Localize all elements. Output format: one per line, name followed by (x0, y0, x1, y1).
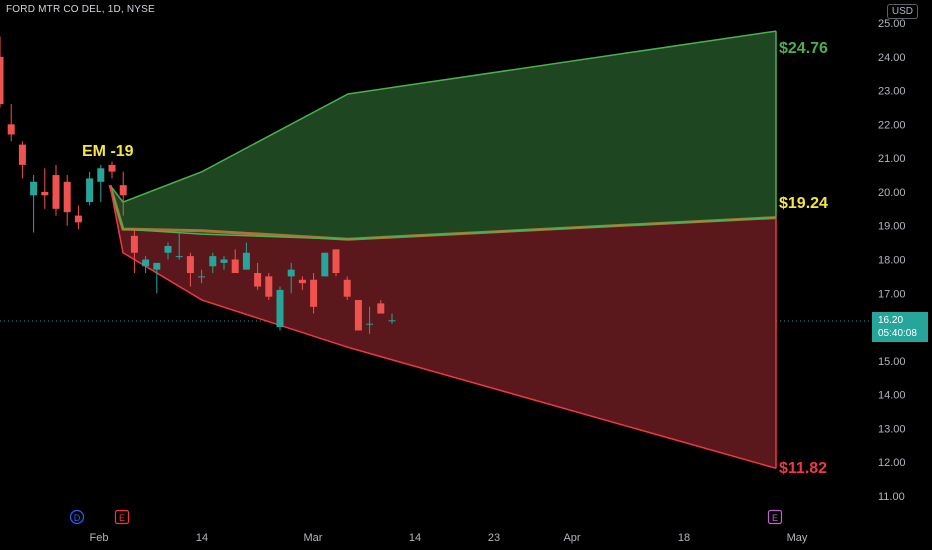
y-tick-label: 14.00 (878, 390, 906, 402)
candle-body (130, 235, 138, 253)
candle-body (366, 323, 374, 325)
last-price-badge: 16.20 05:40:08 (872, 312, 928, 342)
candle-body (321, 252, 329, 277)
candle-body (142, 259, 150, 267)
x-tick-label: Feb (90, 532, 109, 544)
y-tick-label: 20.00 (878, 187, 906, 199)
candle-body (175, 256, 183, 258)
y-tick-label: 19.00 (878, 221, 906, 233)
event-marker-label: D (74, 513, 81, 523)
upper-target-label: $24.76 (779, 40, 828, 58)
candle-body (377, 303, 385, 314)
y-tick-label: 13.00 (878, 423, 906, 435)
candle-body (186, 256, 194, 274)
candle-body (388, 320, 396, 322)
currency-button[interactable]: USD (886, 4, 918, 19)
candle-body (198, 276, 206, 278)
x-tick-label: Mar (304, 532, 323, 544)
candle-body (108, 164, 116, 172)
y-tick-label: 25.00 (878, 18, 906, 30)
candle-body (343, 279, 351, 297)
candle-body (86, 178, 94, 203)
candle-body (63, 181, 71, 213)
event-marker-dividend: D (69, 509, 85, 525)
candle-body (153, 262, 161, 270)
upper-target-text: $24.76 (779, 40, 828, 57)
y-tick-label: 21.00 (878, 153, 906, 165)
candle-body (119, 185, 127, 196)
candle-body (287, 269, 295, 277)
y-tick-label: 22.00 (878, 119, 906, 131)
event-marker-label: E (119, 513, 125, 523)
lower-target-label: $11.82 (779, 460, 827, 478)
candles (0, 36, 396, 334)
y-tick-label: 12.00 (878, 457, 906, 469)
candle-body (310, 279, 318, 307)
event-marker-label: E (772, 513, 778, 523)
y-tick-label: 11.00 (878, 491, 905, 503)
red-lower-line (109, 185, 777, 470)
candle-body (231, 259, 239, 274)
y-tick-label: 24.00 (878, 52, 906, 64)
earnings-marker-icon (767, 509, 783, 525)
green-upper-line (109, 30, 777, 203)
y-tick-label: 18.00 (878, 255, 906, 267)
symbol-header: FORD MTR CO DEL, 1D, NYSE (6, 4, 155, 15)
candle-body (74, 215, 82, 223)
earnings-marker-icon (114, 509, 130, 525)
x-tick-label: 14 (196, 532, 208, 544)
mid-target-text: $19.24 (779, 195, 828, 212)
x-tick-label: May (787, 532, 808, 544)
candle-body (7, 124, 15, 135)
candle-body (164, 245, 172, 253)
last-price: 16.20 (878, 315, 904, 326)
candle-body (242, 252, 250, 270)
em-label-text: EM -19 (82, 143, 134, 160)
candle-body (18, 144, 26, 165)
candle-body (97, 168, 105, 182)
expected-move-ranges (108, 30, 777, 470)
mid-target-label: $19.24 (779, 195, 828, 213)
x-tick-label: Apr (563, 532, 580, 544)
y-tick-label: 17.00 (878, 288, 906, 300)
candle-body (30, 181, 38, 196)
candle-body (254, 273, 262, 287)
red-range-fill (110, 185, 776, 469)
y-tick-label: 15.00 (878, 356, 906, 368)
em-label: EM -19 (82, 143, 134, 161)
x-tick-label: 18 (678, 532, 690, 544)
candle-body (41, 191, 49, 196)
y-axis: 11.0012.0013.0014.0015.0016.0017.0018.00… (878, 18, 906, 503)
y-tick-label: 23.00 (878, 86, 906, 98)
candle-body (354, 300, 362, 331)
x-tick-label: 14 (409, 532, 421, 544)
candle-body (298, 279, 306, 284)
candle-body (332, 249, 340, 274)
dividend-marker-icon (69, 509, 85, 525)
lower-target-text: $11.82 (779, 460, 828, 477)
bar-countdown: 05:40:08 (878, 328, 917, 339)
event-marker-earnings: E (114, 509, 130, 525)
x-axis: Feb 14 Mar 14 23 Apr 18 May (90, 532, 808, 544)
candle-body (220, 259, 228, 263)
green-lower-line (109, 184, 777, 240)
candle-body (265, 276, 273, 297)
candle-body (52, 175, 60, 209)
green-range-fill (110, 31, 776, 240)
x-tick-label: 23 (488, 532, 500, 544)
event-marker-earnings: E (767, 509, 783, 525)
candle-body (209, 256, 217, 267)
candle-body (276, 289, 284, 328)
candle-body (0, 56, 4, 105)
